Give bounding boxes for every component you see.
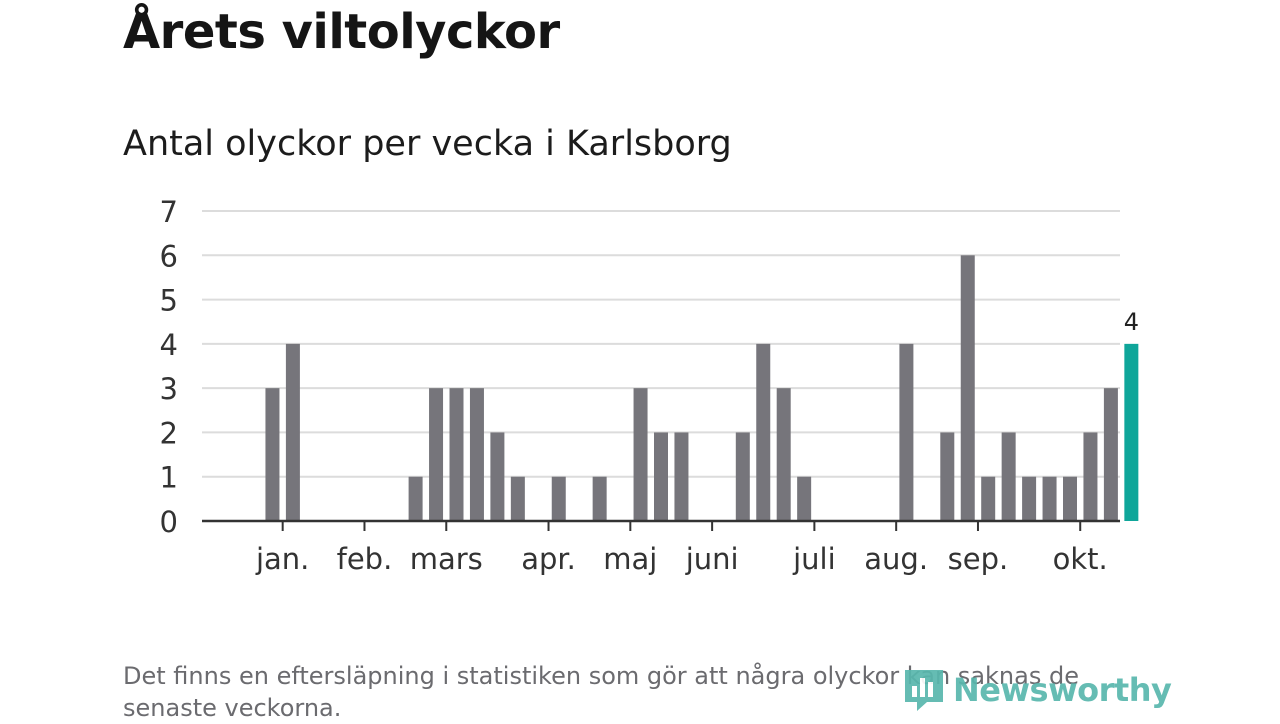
bar — [1083, 432, 1098, 521]
x-tick-label: juni — [685, 542, 739, 576]
y-tick-label: 5 — [160, 284, 178, 318]
bar — [510, 476, 525, 521]
bar — [735, 432, 750, 521]
newsworthy-logo-text: Newsworthy — [953, 671, 1172, 709]
bar — [981, 476, 996, 521]
y-tick-label: 4 — [160, 328, 178, 362]
bar — [408, 476, 423, 521]
bar — [776, 388, 791, 521]
x-tick-label: jan. — [255, 542, 309, 576]
x-tick-label: sep. — [948, 542, 1009, 576]
bar — [960, 255, 975, 522]
x-tick-label: juli — [792, 542, 836, 576]
y-tick-label: 6 — [160, 239, 178, 273]
bar — [756, 343, 771, 521]
bar — [429, 388, 444, 521]
bars — [265, 255, 1139, 522]
y-tick-label: 2 — [160, 416, 178, 450]
bar — [940, 432, 955, 521]
x-tick-label: feb. — [337, 542, 393, 576]
bar — [592, 476, 607, 521]
bar — [265, 388, 280, 521]
bar — [674, 432, 689, 521]
y-axis-ticks: 0 1 2 3 4 5 6 7 — [160, 195, 178, 539]
bar — [654, 432, 668, 521]
x-tick-label: mars — [410, 542, 483, 576]
x-tick-label: apr. — [521, 542, 576, 576]
bar — [551, 476, 566, 521]
newsworthy-logo-icon — [905, 670, 943, 711]
y-tick-label: 7 — [160, 195, 178, 229]
bar — [1001, 432, 1016, 521]
data-labels: 4 — [1124, 308, 1139, 336]
x-axis: jan. feb. mars apr. maj juni juli aug. sep. okt. — [202, 519, 1120, 576]
y-tick-label: 3 — [160, 372, 178, 406]
bar — [1042, 476, 1057, 521]
x-tick-label: okt. — [1053, 542, 1108, 576]
x-tick-label: aug. — [864, 542, 928, 576]
bar — [1063, 476, 1077, 521]
bar — [449, 388, 464, 521]
y-tick-label: 1 — [160, 461, 178, 495]
bar-highlight — [1124, 343, 1139, 521]
bar — [1103, 388, 1118, 521]
bar — [899, 343, 914, 521]
y-tick-label: 0 — [160, 505, 178, 539]
x-tick-label: maj — [603, 542, 657, 576]
chart-title: Årets viltolyckor — [123, 4, 560, 60]
bar — [633, 388, 648, 521]
data-label-latest: 4 — [1124, 308, 1139, 336]
bar — [285, 343, 300, 521]
newsworthy-logo: Newsworthy — [903, 668, 1172, 712]
bar — [469, 388, 484, 521]
chart-subtitle: Antal olyckor per vecka i Karlsborg — [123, 124, 732, 164]
bar — [490, 432, 505, 521]
bar — [797, 476, 812, 521]
bar — [1022, 476, 1037, 521]
